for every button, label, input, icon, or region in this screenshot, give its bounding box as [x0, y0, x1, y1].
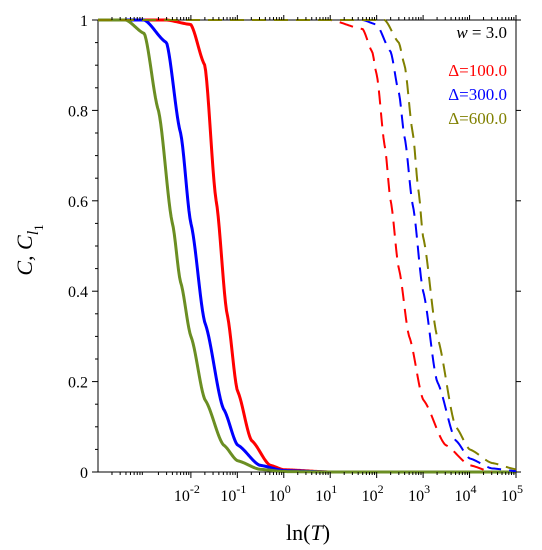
series-line-dashed-5 — [98, 19, 517, 471]
series-line-solid-2 — [97, 18, 517, 474]
parameter-annotation: w = 3.0 — [456, 23, 507, 42]
x-tick-label-exponent: 3 — [424, 482, 430, 496]
series-line-dashed-3 — [97, 19, 492, 473]
x-tick-label: 104 — [455, 482, 477, 505]
y-tick-label: 0.4 — [68, 284, 88, 301]
y-axis-label-sub: l — [25, 230, 42, 235]
x-tick-label-base: 10 — [315, 488, 331, 505]
y-axis-label-main: C, C — [12, 235, 37, 276]
x-tick-label: 10-2 — [174, 482, 200, 505]
x-tick-label-base: 10 — [220, 488, 236, 505]
y-tick-label: 1 — [80, 13, 88, 30]
x-tick-label-exponent: 0 — [285, 482, 291, 496]
legend-entry: Δ=100.0 — [448, 61, 507, 80]
x-tick-label: 105 — [501, 482, 523, 505]
x-axis-label-var: T — [310, 520, 324, 545]
x-tick-label-exponent: -1 — [236, 482, 246, 496]
legend: Δ=100.0 Δ=300.0 Δ=600.0 — [448, 61, 507, 128]
y-tick-label: 0.8 — [68, 103, 88, 120]
y-tick-label: 0.2 — [68, 375, 88, 392]
x-tick-label-exponent: 4 — [471, 482, 477, 496]
x-tick-label: 103 — [408, 482, 430, 505]
x-tick-label-base: 10 — [455, 488, 471, 505]
x-tick-label-exponent: 1 — [331, 482, 337, 496]
x-tick-label-base: 10 — [362, 488, 378, 505]
y-axis-label: C, Cl1 — [12, 224, 46, 275]
x-tick-label: 100 — [269, 482, 291, 505]
x-axis-label: ln(T) — [286, 520, 330, 545]
x-tick-label-base: 10 — [501, 488, 517, 505]
x-tick-label-base: 10 — [174, 488, 190, 505]
parameter-annotation-var: w — [456, 23, 468, 42]
x-tick-label-base: 10 — [269, 488, 285, 505]
x-tick-label-exponent: -2 — [190, 482, 200, 496]
x-tick-label: 102 — [362, 482, 384, 505]
y-tick-label: 0.6 — [68, 194, 88, 211]
x-axis-label-func: ln — [286, 520, 303, 545]
legend-entry: Δ=600.0 — [448, 109, 507, 128]
parameter-annotation-text: = 3.0 — [468, 23, 507, 42]
legend-entry: Δ=300.0 — [448, 85, 507, 104]
x-tick-label-exponent: 2 — [378, 482, 384, 496]
x-tick-label-exponent: 5 — [517, 482, 523, 496]
y-tick-label: 0 — [80, 465, 88, 482]
x-tick-label: 10-1 — [220, 482, 246, 505]
x-tick-label: 101 — [315, 482, 337, 505]
x-tick-label-base: 10 — [408, 488, 424, 505]
y-axis-label-subsub: 1 — [31, 224, 46, 231]
series-layer — [97, 18, 517, 474]
